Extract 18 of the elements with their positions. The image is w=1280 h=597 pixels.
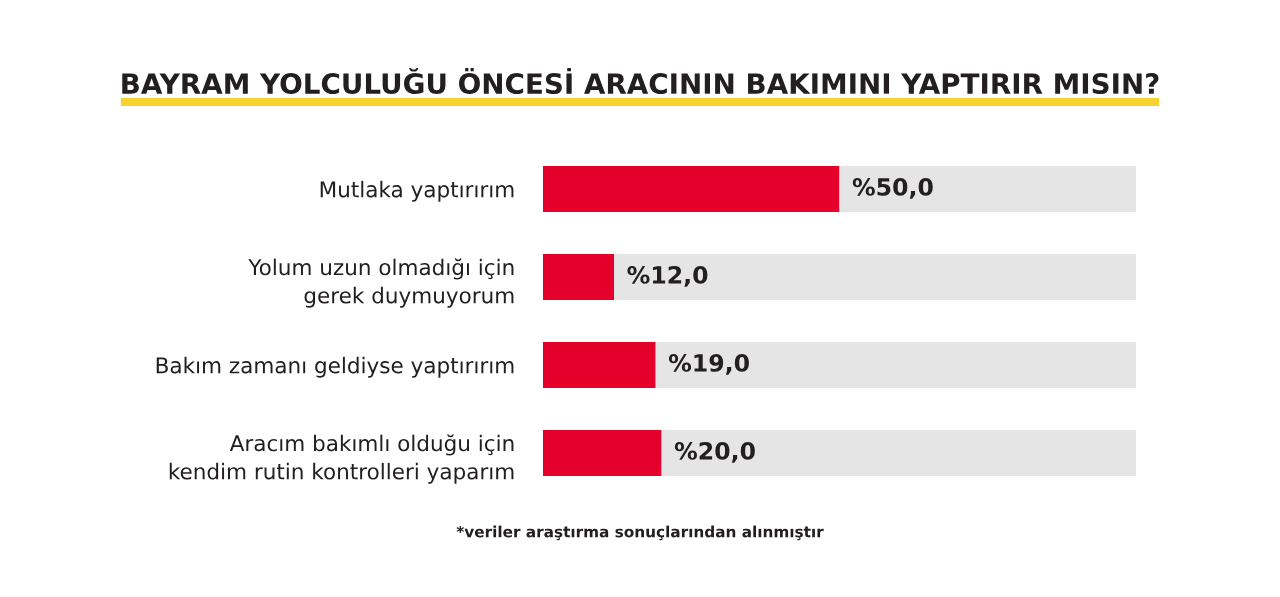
bar [543, 166, 840, 212]
bar [655, 342, 1136, 388]
bar [839, 166, 1136, 212]
bar [543, 254, 615, 300]
bar [614, 254, 1136, 300]
data-label: %50,0 [852, 177, 933, 199]
text: *veriler araştırma sonuçlarından alınmıştır [456, 525, 824, 541]
y-tick-label: Bakım zamanı geldiyse yaptırırım [156, 356, 514, 378]
data-label: %19,0 [668, 353, 749, 375]
bar [543, 342, 656, 388]
data-label: %12,0 [627, 265, 708, 287]
bar [661, 430, 1136, 476]
y-tick-label: Yolum uzun olmadığı için gerek duymuyorum [248, 258, 514, 308]
chart-title: BAYRAM YOLCULUĞU ÖNCESİ ARACININ BAKIMINI YAPTIRIR MISIN? [122, 67, 1159, 95]
y-tick-label: Mutlaka yaptırırım [320, 180, 514, 202]
data-label: %20,0 [674, 441, 755, 463]
bar [543, 430, 662, 476]
y-tick-label: Aracım bakımlı olduğu için kendim rutin kontrolleri yaparım [169, 434, 514, 484]
